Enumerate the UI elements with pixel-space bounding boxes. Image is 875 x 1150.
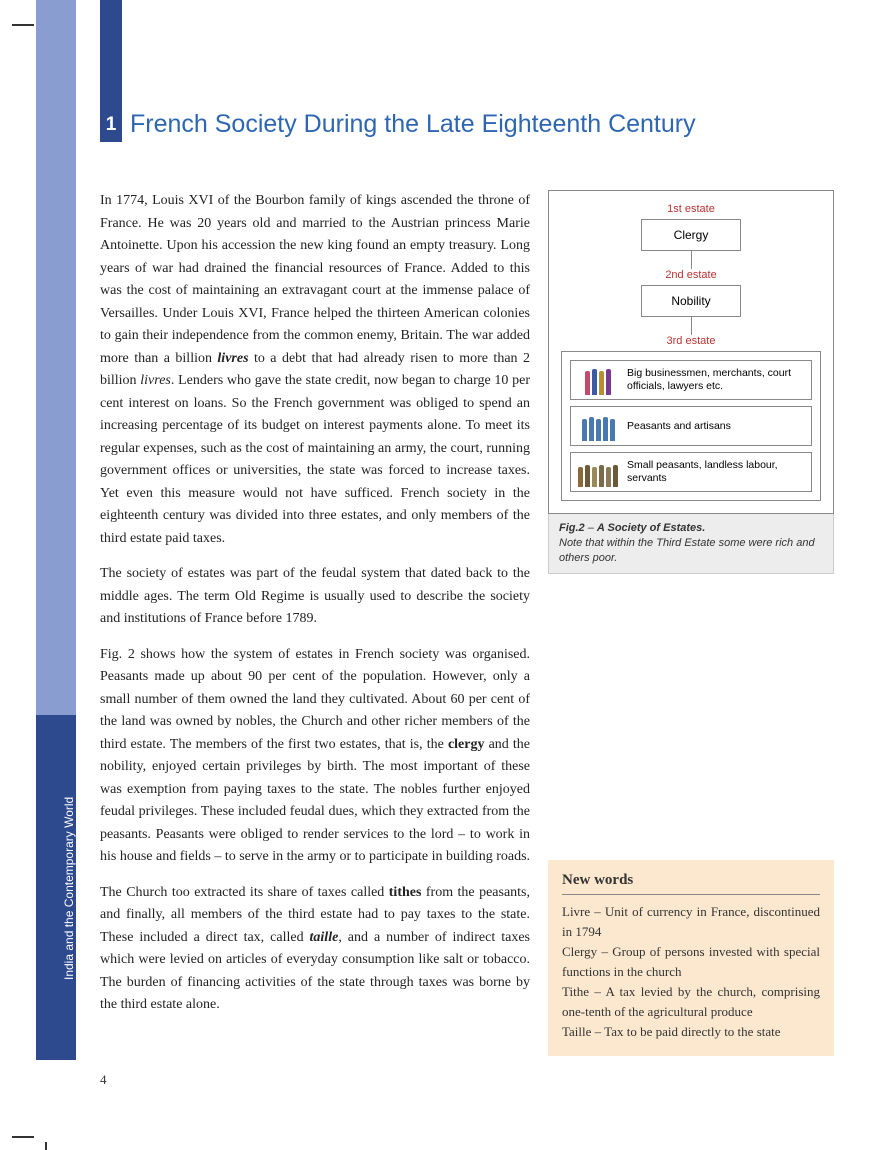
estate-box-nobility: Nobility	[641, 285, 741, 317]
estate-subrow: Peasants and artisans	[570, 406, 812, 446]
third-estate-group: Big businessmen, merchants, court offici…	[561, 351, 821, 501]
crop-mark	[12, 1136, 34, 1138]
estate-subrow: Small peasants, landless labour, servant…	[570, 452, 812, 492]
subrow-text: Big businessmen, merchants, court offici…	[627, 367, 805, 393]
paragraph: In 1774, Louis XVI of the Bourbon family…	[100, 190, 530, 550]
connector	[691, 317, 692, 335]
book-title-vertical: India and the Contemporary World	[62, 797, 76, 980]
paragraph: The society of estates was part of the f…	[100, 563, 530, 631]
figure-caption: Fig.2 – A Society of Estates. Note that …	[548, 514, 834, 574]
crop-mark	[12, 24, 34, 26]
subrow-text: Small peasants, landless labour, servant…	[627, 459, 805, 485]
paragraph: Fig. 2 shows how the system of estates i…	[100, 644, 530, 869]
new-words-body: Livre – Unit of currency in France, disc…	[562, 902, 820, 1042]
body-text: In 1774, Louis XVI of the Bourbon family…	[100, 190, 530, 1030]
estate-label: 1st estate	[561, 203, 821, 215]
crop-mark	[45, 1142, 47, 1150]
figure-estates: 1st estate Clergy 2nd estate Nobility 3r…	[548, 190, 834, 574]
connector	[691, 251, 692, 269]
page-number: 4	[100, 1072, 107, 1088]
estate-label: 3rd estate	[561, 335, 821, 347]
people-icon	[577, 365, 619, 395]
people-icon	[577, 411, 619, 441]
estate-label: 2nd estate	[561, 269, 821, 281]
new-words-title: New words	[562, 872, 820, 895]
section-title: French Society During the Late Eighteent…	[130, 110, 696, 139]
estate-subrow: Big businessmen, merchants, court offici…	[570, 360, 812, 400]
paragraph: The Church too extracted its share of ta…	[100, 882, 530, 1017]
subrow-text: Peasants and artisans	[627, 420, 805, 433]
estate-box-clergy: Clergy	[641, 219, 741, 251]
new-words-box: New words Livre – Unit of currency in Fr…	[548, 860, 834, 1056]
section-number: 1	[100, 110, 122, 140]
people-icon	[577, 457, 619, 487]
